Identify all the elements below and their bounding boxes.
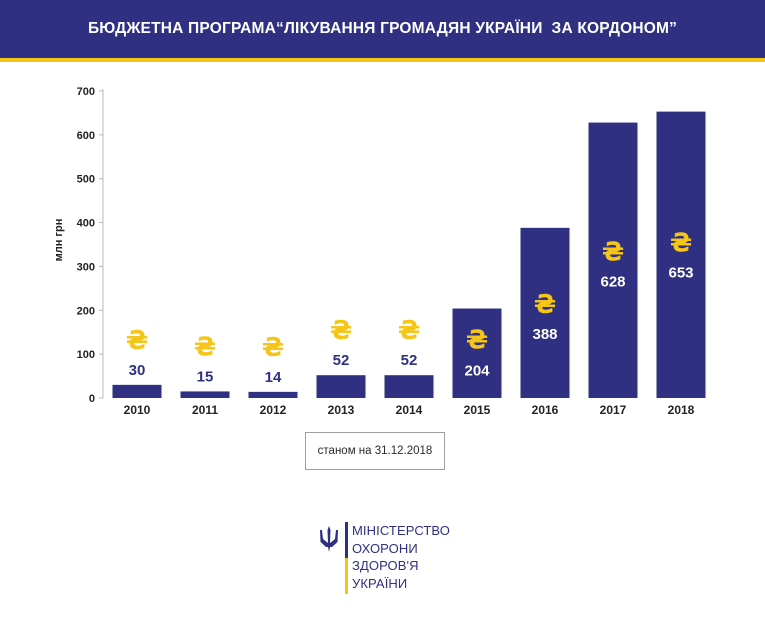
data-label: 653	[668, 265, 693, 282]
hryvnia-icon: ₴	[126, 326, 148, 356]
hryvnia-icon: ₴	[194, 332, 216, 362]
x-tick-label: 2015	[464, 403, 491, 417]
ministry-logo: МІНІСТЕРСТВО ОХОРОНИ ЗДОРОВ'Я УКРАЇНИ	[319, 522, 450, 594]
data-label: 52	[401, 352, 418, 369]
data-label: 204	[464, 363, 490, 380]
ministry-name-line-3: ЗДОРОВ'Я	[352, 558, 419, 573]
logo-divider	[345, 522, 348, 594]
x-tick-label: 2010	[124, 403, 151, 417]
bar	[520, 227, 570, 398]
y-tick-label: 500	[77, 174, 95, 186]
y-axis-label: млн грн	[53, 219, 65, 262]
x-tick-label: 2017	[600, 403, 627, 417]
date-note-box: станом на 31.12.2018	[305, 432, 445, 470]
y-tick-label: 200	[77, 305, 95, 317]
data-label: 628	[600, 273, 625, 290]
x-tick-label: 2014	[396, 403, 423, 417]
bar	[588, 122, 638, 398]
y-tick-label: 400	[77, 218, 95, 230]
bar	[112, 384, 162, 398]
date-note: станом на 31.12.2018	[317, 445, 433, 457]
y-tick-label: 100	[77, 349, 95, 361]
hryvnia-icon: ₴	[330, 316, 352, 346]
trident-icon	[320, 526, 338, 552]
data-label: 388	[532, 326, 557, 343]
hryvnia-icon: ₴	[398, 316, 420, 346]
bar	[316, 375, 366, 398]
bar	[384, 375, 434, 398]
y-tick-label: 300	[77, 261, 95, 273]
hryvnia-icon: ₴	[534, 290, 556, 320]
ministry-name-line-4: УКРАЇНИ	[352, 575, 408, 591]
x-tick-label: 2012	[260, 403, 287, 417]
bar	[452, 308, 502, 398]
x-tick-label: 2018	[668, 403, 695, 417]
data-label: 15	[197, 368, 214, 385]
hryvnia-icon: ₴	[466, 326, 488, 356]
ministry-name: МІНІСТЕРСТВО ОХОРОНИ ЗДОРОВ'Я УКРАЇНИ	[352, 522, 450, 592]
x-tick-label: 2013	[328, 403, 355, 417]
data-label: 14	[265, 369, 282, 386]
page-title: БЮДЖЕТНА ПРОГРАМА“ЛІКУВАННЯ ГРОМАДЯН УКР…	[87, 20, 678, 37]
bar	[656, 111, 706, 398]
data-label: 30	[129, 362, 146, 379]
x-tick-label: 2016	[532, 403, 559, 417]
data-label: 52	[333, 352, 350, 369]
header-banner: БЮДЖЕТНА ПРОГРАМА“ЛІКУВАННЯ ГРОМАДЯН УКР…	[0, 0, 765, 58]
ministry-name-line-2: ОХОРОНИ	[352, 540, 418, 556]
bar	[248, 391, 298, 398]
bar-chart: 0 100 200 300 400 500 600 700 млн грн 2010 ₴ 30 2011…	[53, 86, 706, 417]
y-tick-label: 600	[77, 130, 95, 142]
hryvnia-icon: ₴	[670, 229, 692, 259]
header-accent-stripe	[0, 58, 765, 62]
y-tick-label: 700	[77, 86, 95, 98]
x-tick-label: 2011	[192, 403, 218, 417]
ministry-name-line-1: МІНІСТЕРСТВО	[352, 523, 450, 538]
y-tick-label: 0	[89, 393, 95, 405]
hryvnia-icon: ₴	[262, 333, 284, 363]
hryvnia-icon: ₴	[602, 237, 624, 267]
bar	[180, 391, 230, 398]
